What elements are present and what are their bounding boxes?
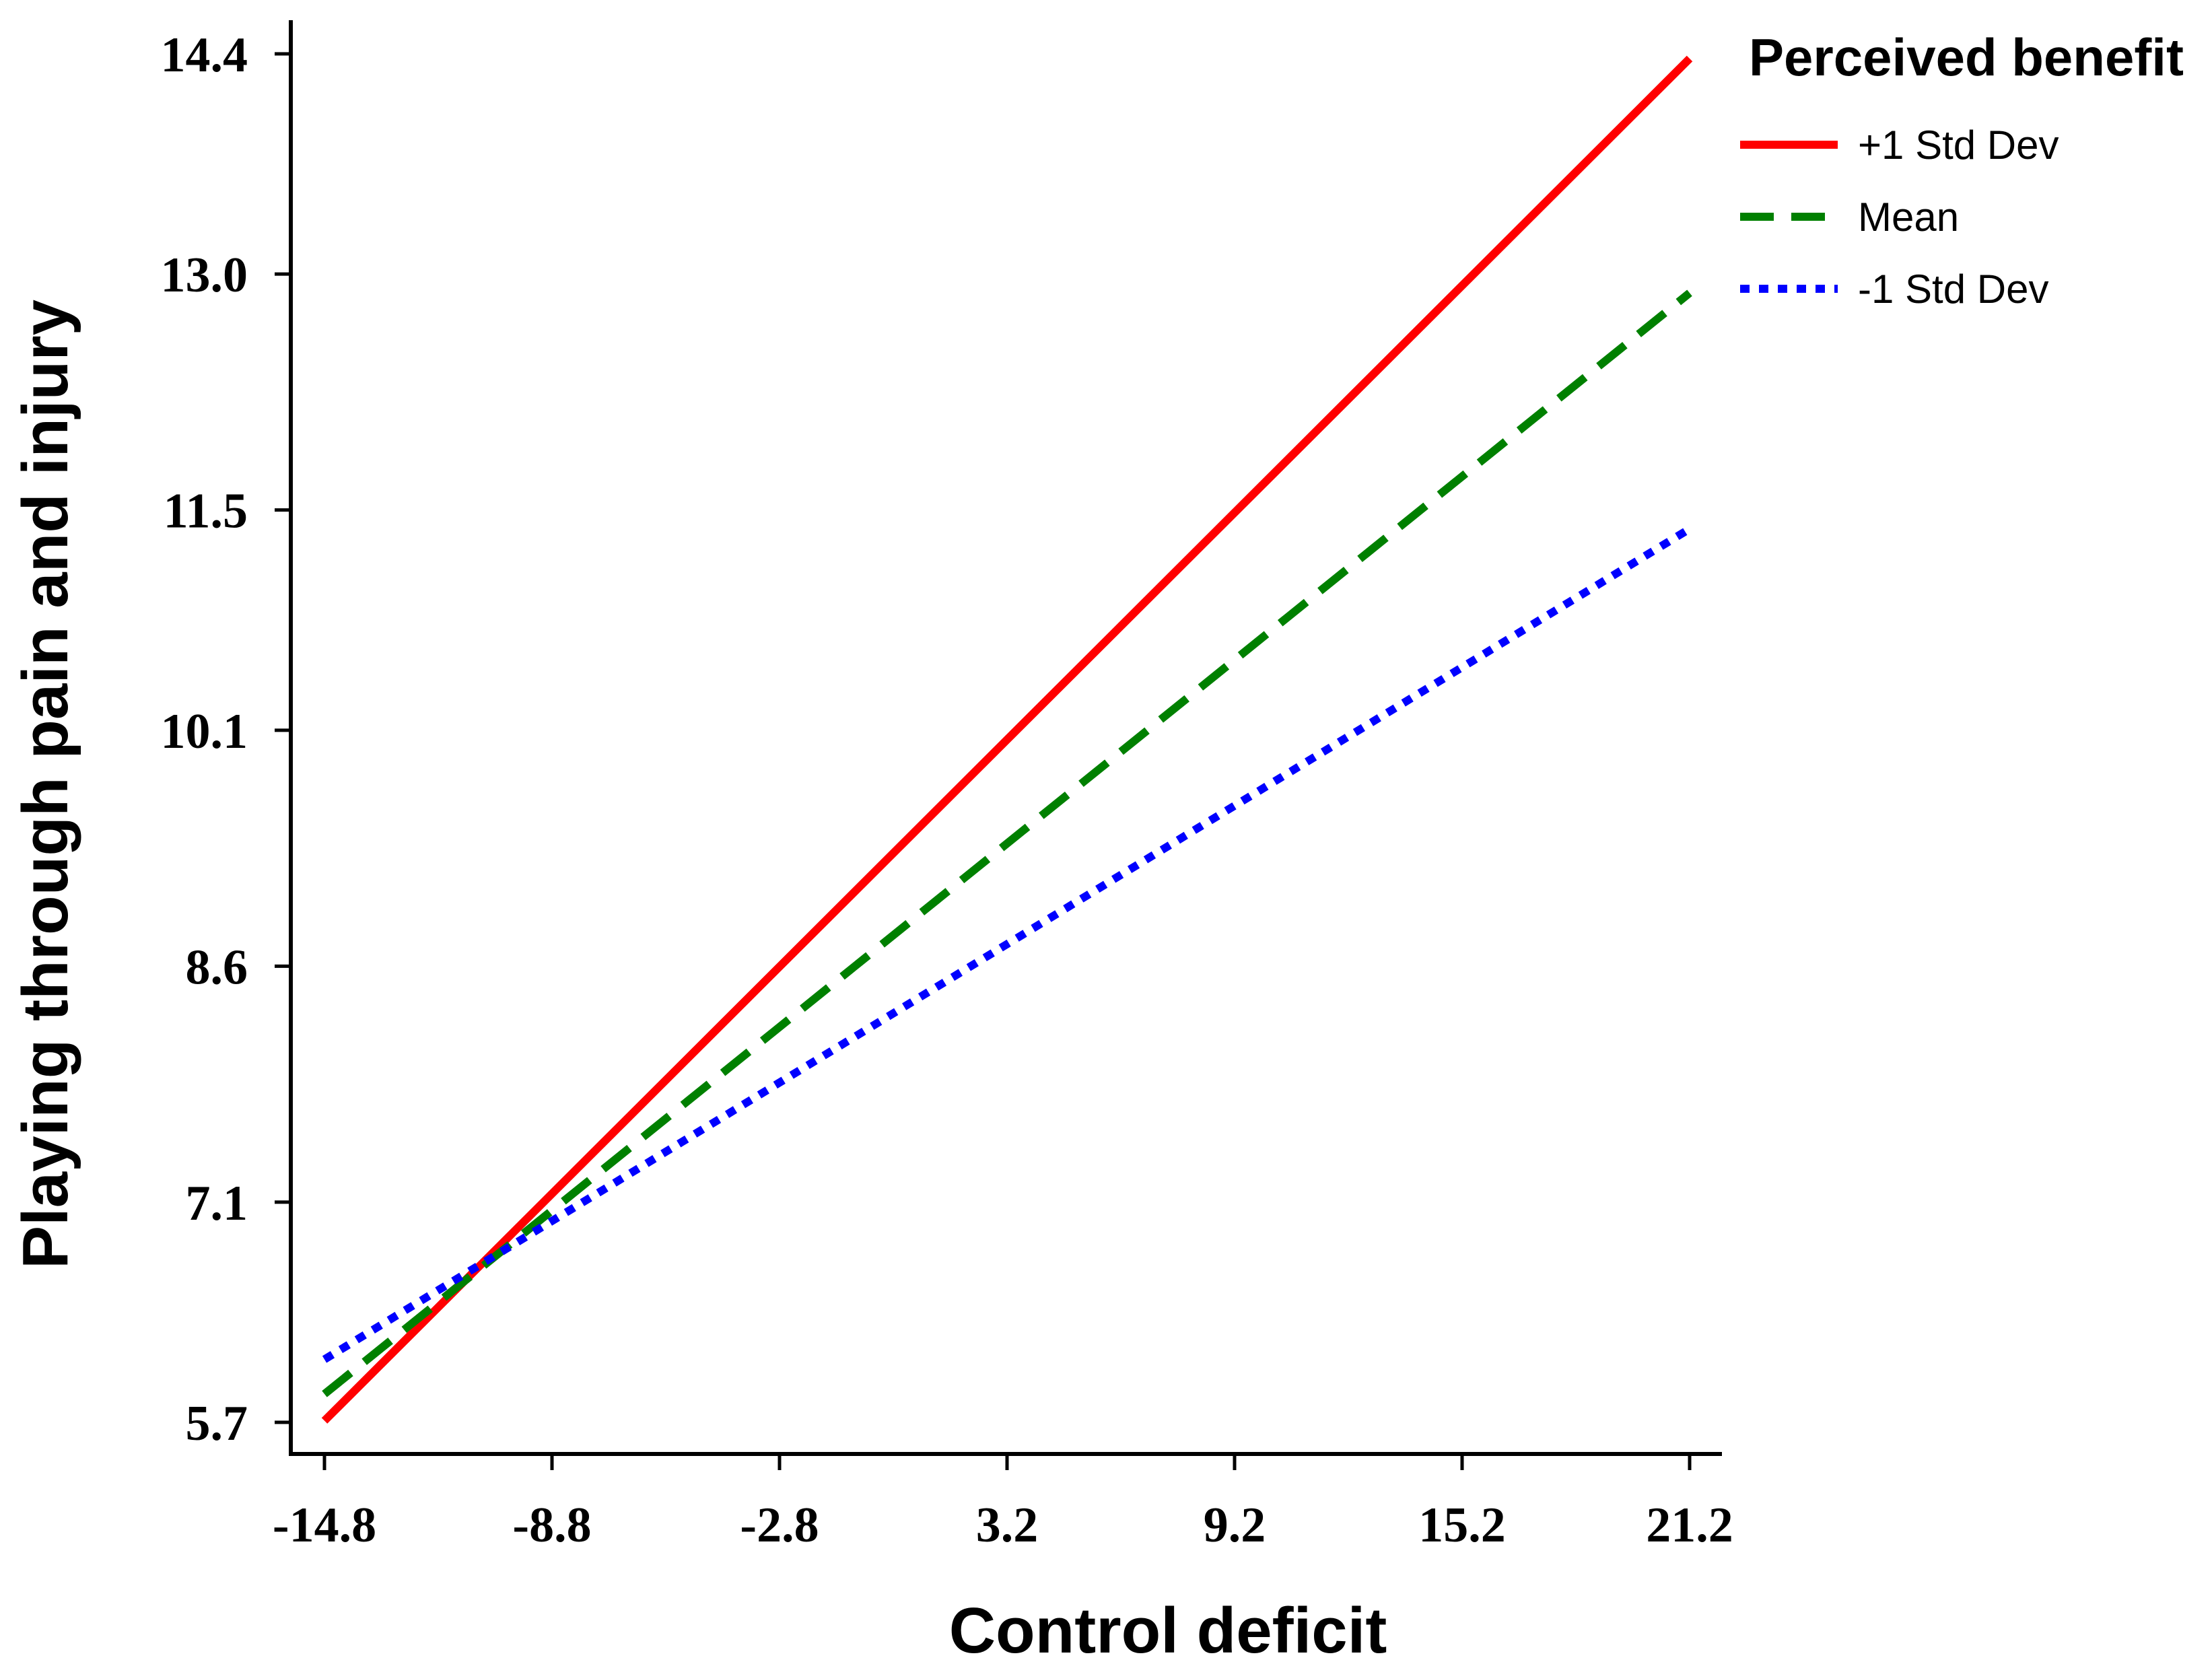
legend-label: -1 Std Dev — [1858, 267, 2048, 312]
y-tick-label: 7.1 — [186, 1176, 248, 1231]
x-tick-label: 21.2 — [1646, 1498, 1733, 1553]
x-axis-ticks: -14.8 -8.8 -2.8 3.2 9.2 15.2 21.2 — [273, 1454, 1733, 1553]
legend-label: Mean — [1858, 195, 1959, 240]
y-tick-label: 8.6 — [186, 940, 248, 995]
y-axis-title: Playing through pain and injury — [9, 300, 81, 1269]
y-tick-label: 14.4 — [161, 28, 248, 83]
x-axis-title: Control deficit — [949, 1595, 1387, 1666]
x-tick-label: 3.2 — [976, 1498, 1039, 1553]
y-tick-label: 10.1 — [161, 704, 248, 759]
y-tick-label: 11.5 — [164, 484, 248, 539]
y-tick-label: 13.0 — [161, 248, 248, 303]
x-tick-label: 15.2 — [1418, 1498, 1506, 1553]
legend-label: +1 Std Dev — [1858, 123, 2059, 168]
series-lines — [321, 55, 1693, 1424]
x-tick-label: -2.8 — [740, 1498, 819, 1553]
x-tick-label: -14.8 — [273, 1498, 376, 1553]
x-tick-label: 9.2 — [1204, 1498, 1266, 1553]
series-line-1 — [322, 289, 1692, 1397]
y-axis-ticks: 5.7 7.1 8.6 10.1 11.5 13.0 14.4 — [161, 28, 291, 1451]
legend-items: +1 Std Dev Mean -1 Std Dev — [1740, 123, 2059, 312]
legend: Perceived benefit +1 Std Dev Mean -1 Std D… — [1740, 28, 2184, 312]
x-tick-label: -8.8 — [512, 1498, 591, 1553]
series-line-2 — [322, 525, 1692, 1363]
legend-title: Perceived benefit — [1749, 28, 2184, 87]
y-tick-label: 5.7 — [186, 1396, 248, 1451]
series-line-0 — [321, 55, 1693, 1424]
